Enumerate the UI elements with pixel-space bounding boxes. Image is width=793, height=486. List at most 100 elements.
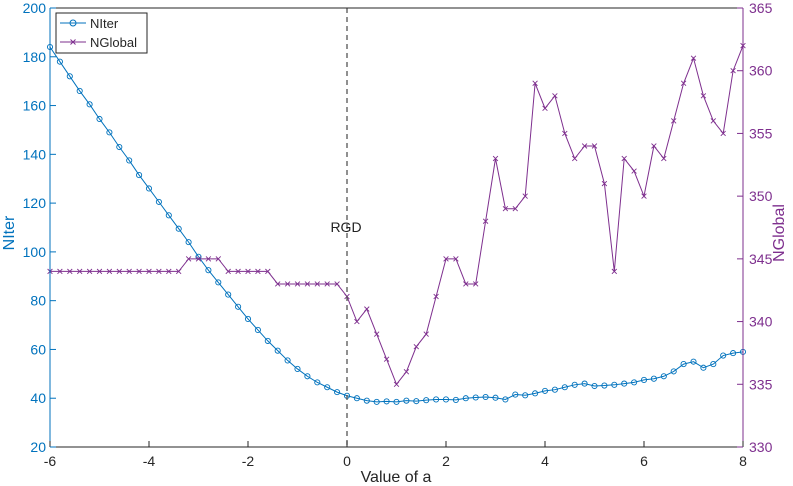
niter-point: [611, 381, 618, 388]
niter-point: [433, 396, 440, 403]
niter-point: [670, 368, 677, 375]
nglobal-point: [393, 381, 400, 388]
niter-point: [235, 303, 242, 310]
niter-point: [126, 157, 133, 164]
nglobal-point: [641, 193, 647, 199]
nglobal-point: [373, 331, 380, 337]
nglobal-point: [562, 130, 568, 137]
nglobal-point: [542, 105, 548, 112]
nglobal-point: [86, 268, 93, 275]
legend-nglobal-marker: [70, 39, 76, 45]
x-tick-label: 0: [343, 453, 351, 469]
niter-point: [472, 394, 479, 401]
niter-point: [136, 172, 143, 179]
right-tick-label: 330: [749, 439, 773, 455]
niter-point: [522, 392, 529, 399]
x-tick-label: -6: [44, 453, 57, 469]
niter-point: [314, 379, 321, 386]
niter-point: [244, 315, 252, 323]
nglobal-point: [265, 268, 271, 275]
left-tick-label: 120: [23, 195, 47, 211]
nglobal-point: [492, 155, 499, 162]
niter-point: [363, 397, 370, 404]
niter-point: [690, 358, 697, 365]
niter-point: [442, 396, 450, 403]
niter-point: [680, 361, 687, 368]
nglobal-point: [552, 93, 558, 99]
nglobal-point: [413, 343, 420, 350]
nglobal-point: [57, 268, 63, 275]
niter-point: [423, 397, 430, 404]
right-tick-label: 335: [749, 376, 773, 392]
nglobal-point: [166, 268, 172, 275]
legend: NIter NGlobal: [55, 12, 148, 54]
niter-point: [492, 394, 499, 401]
nglobal-point: [116, 268, 123, 275]
nglobal-point: [76, 268, 83, 275]
nglobal-point: [403, 369, 410, 375]
nglobal-point: [651, 143, 657, 149]
nglobal-point: [690, 55, 697, 61]
nglobal-point: [364, 306, 370, 312]
nglobal-point: [255, 268, 261, 275]
niter-point: [155, 198, 162, 205]
niter-point: [76, 87, 83, 94]
legend-niter-marker: [69, 19, 77, 27]
nglobal-point: [314, 281, 321, 287]
plot-background: [50, 8, 743, 447]
series-layer: [46, 42, 747, 405]
nglobal-point: [453, 256, 459, 262]
nglobal-point: [146, 268, 152, 275]
nglobal-point: [611, 268, 618, 275]
nglobal-point: [106, 268, 113, 275]
reference-line-layer: RGD: [330, 8, 362, 447]
nglobal-point: [502, 205, 509, 212]
axes-layer: [49, 7, 744, 448]
nglobal-point: [96, 268, 103, 275]
niter-point: [581, 380, 588, 387]
nglobal-point: [472, 281, 479, 287]
niter-point: [304, 373, 311, 380]
niter-point: [324, 384, 331, 391]
nglobal-point: [661, 155, 667, 162]
nglobal-point: [225, 268, 231, 275]
nglobal-point: [670, 118, 677, 124]
niter-point: [56, 58, 63, 65]
niter-point: [571, 381, 578, 388]
x-tick-label: 2: [442, 453, 450, 469]
nglobal-point: [136, 268, 142, 275]
left-tick-label: 140: [23, 146, 47, 162]
niter-point: [284, 357, 291, 364]
nglobal-point: [294, 281, 301, 287]
nglobal-point: [245, 268, 251, 275]
plot-area: [50, 8, 743, 447]
niter-point: [413, 398, 420, 405]
x-tick-label: 4: [541, 453, 549, 469]
nglobal-point: [383, 356, 390, 362]
nglobal-point: [591, 143, 598, 149]
left-tick-label: 40: [30, 390, 46, 406]
nglobal-point: [522, 193, 528, 199]
nglobal-point: [482, 218, 489, 224]
niter-point: [541, 387, 549, 394]
niter-point: [215, 279, 222, 286]
right-tick-label: 340: [749, 314, 773, 330]
nglobal-point: [730, 67, 736, 74]
nglobal-point: [185, 256, 192, 262]
left-tick-label: 80: [30, 293, 46, 309]
niter-point: [621, 380, 628, 387]
niter-point: [720, 352, 727, 359]
legend-niter-label: NIter: [90, 16, 119, 31]
niter-point: [116, 143, 123, 151]
niter-point: [551, 386, 558, 393]
nglobal-point: [532, 80, 538, 86]
nglobal-point: [423, 331, 429, 337]
niter-point: [165, 212, 172, 219]
x-tick-label: 8: [739, 453, 747, 469]
right-tick-label: 355: [749, 125, 773, 141]
right-axis-label: NGlobal: [771, 204, 788, 262]
nglobal-point: [215, 256, 222, 262]
nglobal-point: [175, 268, 182, 275]
right-tick-label: 345: [749, 251, 773, 267]
